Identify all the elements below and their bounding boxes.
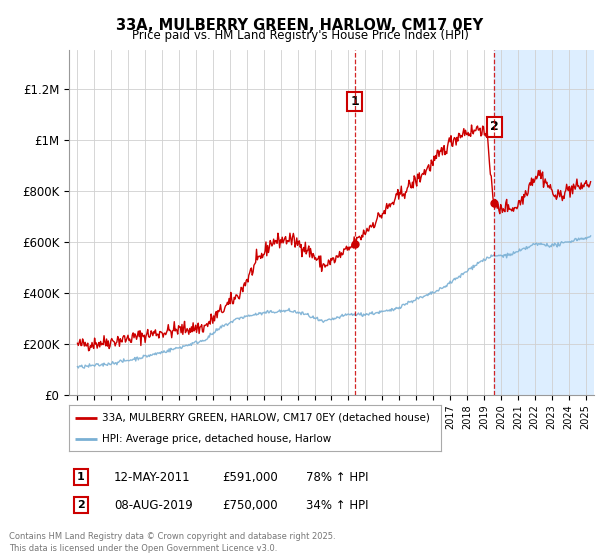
Text: 1: 1 xyxy=(350,95,359,108)
Text: 78% ↑ HPI: 78% ↑ HPI xyxy=(306,470,368,484)
Text: 1: 1 xyxy=(77,472,85,482)
Text: £591,000: £591,000 xyxy=(222,470,278,484)
Text: 12-MAY-2011: 12-MAY-2011 xyxy=(114,470,191,484)
Text: 33A, MULBERRY GREEN, HARLOW, CM17 0EY (detached house): 33A, MULBERRY GREEN, HARLOW, CM17 0EY (d… xyxy=(103,413,430,423)
Text: 2: 2 xyxy=(77,500,85,510)
Text: Price paid vs. HM Land Registry's House Price Index (HPI): Price paid vs. HM Land Registry's House … xyxy=(131,29,469,42)
Text: 2: 2 xyxy=(490,120,499,133)
Text: HPI: Average price, detached house, Harlow: HPI: Average price, detached house, Harl… xyxy=(103,435,332,444)
Text: 34% ↑ HPI: 34% ↑ HPI xyxy=(306,498,368,512)
Text: £750,000: £750,000 xyxy=(222,498,278,512)
Text: 33A, MULBERRY GREEN, HARLOW, CM17 0EY: 33A, MULBERRY GREEN, HARLOW, CM17 0EY xyxy=(116,18,484,33)
Text: Contains HM Land Registry data © Crown copyright and database right 2025.
This d: Contains HM Land Registry data © Crown c… xyxy=(9,533,335,553)
Text: 08-AUG-2019: 08-AUG-2019 xyxy=(114,498,193,512)
Bar xyxy=(494,50,594,395)
